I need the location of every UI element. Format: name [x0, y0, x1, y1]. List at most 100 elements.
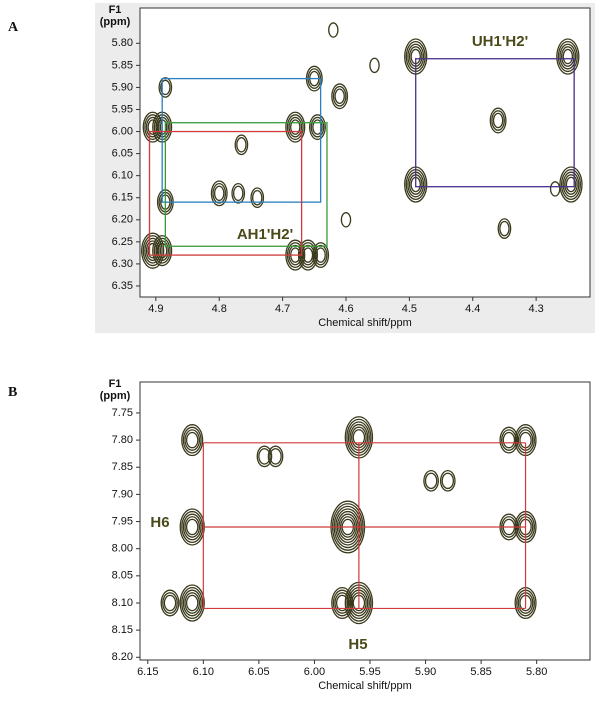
- contour: [182, 426, 202, 454]
- contour: [332, 589, 352, 617]
- contour: [185, 431, 199, 449]
- correlation-box: [161, 77, 322, 203]
- contour: [250, 187, 265, 209]
- contour: [144, 237, 162, 264]
- contour: [290, 119, 301, 135]
- peak: [369, 57, 380, 74]
- peak: [556, 38, 580, 75]
- contour: [267, 445, 284, 468]
- y-tick-label: 7.80: [112, 434, 133, 446]
- peak: [141, 232, 165, 269]
- contour: [158, 77, 173, 98]
- contour: [492, 112, 504, 129]
- contour: [489, 107, 507, 134]
- y-tick-label: 7.95: [112, 515, 133, 527]
- contour: [497, 218, 512, 239]
- plot-area: [139, 7, 591, 298]
- y-tick-label: 6.15: [112, 192, 133, 204]
- peak: [549, 181, 561, 197]
- x-tick-label: 4.9: [148, 303, 163, 315]
- contour: [559, 43, 577, 70]
- peak: [309, 114, 326, 141]
- contour: [236, 137, 247, 153]
- y-axis-label: (ppm): [100, 16, 131, 28]
- x-tick-label: 4.6: [338, 303, 353, 315]
- contour: [334, 88, 345, 104]
- peak: [267, 445, 284, 468]
- peak: [181, 424, 204, 457]
- contour: [310, 116, 325, 138]
- panel: B F1(ppm) Chemical shift/ppm 7.75 7.80 7.85 7.…: [8, 378, 591, 692]
- y-tick-label: 5.90: [112, 81, 133, 93]
- contour: [231, 182, 246, 204]
- y-tick-label: 6.25: [112, 236, 133, 248]
- contour: [312, 242, 330, 269]
- contour: [562, 171, 580, 198]
- contour: [559, 166, 583, 203]
- contour: [210, 180, 228, 207]
- contour: [340, 212, 352, 228]
- y-tick-label: 7.90: [112, 488, 133, 500]
- contour: [441, 472, 455, 490]
- y-tick-label: 6.30: [112, 258, 133, 270]
- contour: [502, 431, 516, 449]
- contour: [288, 116, 303, 138]
- peak: [152, 235, 173, 267]
- contour: [315, 247, 326, 263]
- contour: [155, 240, 170, 262]
- peak: [231, 182, 246, 204]
- peak: [497, 218, 512, 239]
- contour: [286, 114, 304, 141]
- annotation: H6: [150, 514, 169, 531]
- y-tick-label: 7.85: [112, 461, 133, 473]
- y-tick-label: 8.05: [112, 570, 133, 582]
- y-tick-label: 5.85: [112, 59, 133, 71]
- peak: [328, 22, 339, 38]
- contour: [142, 235, 163, 267]
- contour: [145, 116, 160, 138]
- contour: [564, 174, 578, 195]
- y-tick-label: 6.00: [112, 125, 133, 137]
- contour: [141, 232, 165, 269]
- x-tick-label: 6.10: [193, 666, 214, 678]
- peak: [340, 212, 352, 228]
- peak: [210, 180, 228, 207]
- peak: [499, 426, 519, 454]
- peak: [423, 469, 439, 492]
- peak: [331, 83, 349, 110]
- contour: [185, 594, 199, 612]
- peak: [285, 111, 306, 143]
- contour: [232, 185, 244, 202]
- contour: [184, 516, 201, 538]
- contour: [560, 168, 582, 201]
- correlation-box: [148, 130, 303, 256]
- x-tick-label: 5.90: [415, 666, 436, 678]
- peak: [312, 242, 330, 269]
- contour: [213, 185, 225, 202]
- contour: [156, 242, 168, 259]
- x-tick-label: 6.00: [304, 666, 325, 678]
- contour: [160, 79, 171, 96]
- panel: A F1(ppm) Chemical shift/ppm 5.80 5.85 5.90 5.…: [8, 3, 595, 333]
- contour: [181, 424, 204, 457]
- contour: [331, 586, 354, 620]
- contour: [499, 426, 519, 454]
- y-tick-label: 6.35: [112, 280, 133, 292]
- contour: [179, 584, 205, 622]
- contour: [256, 445, 273, 468]
- peak: [489, 107, 507, 134]
- contour: [312, 119, 323, 135]
- contour: [560, 46, 575, 67]
- y-tick-label: 8.10: [112, 597, 133, 609]
- y-axis-label: (ppm): [100, 390, 131, 402]
- x-tick-label: 5.95: [359, 666, 380, 678]
- contour: [335, 594, 349, 612]
- contour: [331, 83, 349, 110]
- y-tick-label: 8.00: [112, 543, 133, 555]
- y-tick-label: 5.80: [112, 37, 133, 49]
- peak: [439, 469, 456, 492]
- contour: [153, 237, 171, 264]
- x-tick-label: 4.3: [528, 303, 543, 315]
- contour: [439, 469, 456, 492]
- peak: [158, 77, 173, 98]
